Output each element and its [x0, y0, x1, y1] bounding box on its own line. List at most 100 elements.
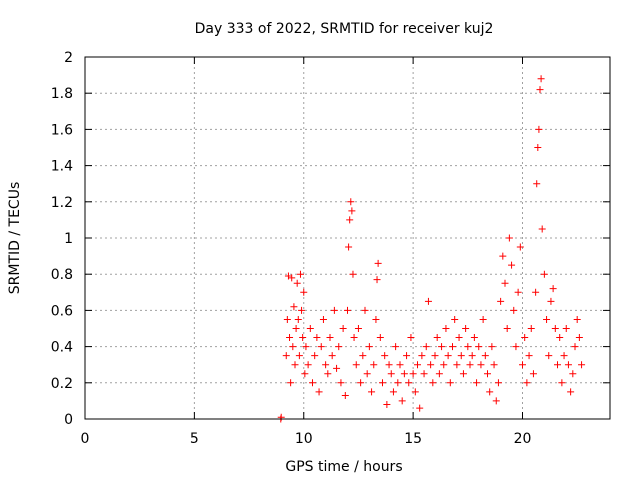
data-point	[508, 261, 516, 269]
y-tick-label: 0.2	[51, 376, 73, 392]
data-point	[571, 343, 579, 351]
data-points	[277, 75, 586, 423]
data-point	[363, 370, 371, 378]
data-point	[567, 388, 575, 396]
data-point	[317, 343, 325, 351]
data-point	[347, 198, 355, 206]
data-point	[319, 315, 327, 323]
data-point	[420, 370, 428, 378]
data-point	[558, 379, 566, 387]
data-point	[451, 315, 459, 323]
data-point	[486, 388, 494, 396]
data-point	[523, 379, 531, 387]
data-point	[466, 361, 474, 369]
x-tick-label: 15	[404, 431, 422, 447]
y-tick-label: 1	[64, 231, 73, 247]
data-point	[540, 270, 548, 278]
data-point	[431, 352, 439, 360]
data-point	[537, 75, 545, 83]
data-point	[519, 361, 526, 369]
data-point	[277, 413, 285, 421]
data-point	[543, 315, 551, 323]
data-point	[440, 361, 448, 369]
data-point	[560, 352, 568, 360]
data-point	[545, 352, 553, 360]
data-point	[376, 334, 384, 342]
data-point	[497, 297, 505, 305]
data-point	[481, 352, 489, 360]
data-point	[494, 379, 502, 387]
data-point	[289, 343, 297, 351]
data-point	[293, 279, 301, 287]
data-point	[365, 343, 373, 351]
data-point	[479, 315, 487, 323]
data-point	[442, 325, 450, 332]
data-point	[422, 343, 430, 351]
data-point	[302, 343, 310, 351]
data-point	[339, 325, 347, 332]
data-point	[311, 352, 319, 360]
data-point	[532, 288, 540, 296]
data-point	[444, 352, 452, 360]
x-tick-label: 5	[190, 431, 199, 447]
x-tick-label: 20	[514, 431, 532, 447]
data-point	[484, 370, 491, 378]
data-point	[512, 343, 520, 351]
data-point	[459, 370, 467, 378]
data-point	[556, 334, 564, 342]
data-point	[403, 352, 411, 360]
data-point	[374, 259, 382, 267]
data-point	[292, 325, 300, 332]
data-point	[411, 388, 419, 396]
data-point	[348, 207, 356, 215]
data-point	[396, 361, 404, 369]
data-point	[510, 306, 518, 314]
data-point	[301, 370, 309, 378]
y-tick-label: 0.6	[51, 303, 73, 319]
data-point	[492, 397, 500, 405]
data-point	[354, 325, 362, 332]
x-axis-label: GPS time / hours	[285, 459, 402, 475]
data-point	[349, 270, 357, 278]
data-point	[345, 243, 353, 251]
data-point	[333, 364, 341, 372]
data-point	[359, 352, 367, 360]
data-point	[299, 334, 307, 342]
data-point	[578, 361, 586, 369]
data-point	[562, 325, 570, 332]
data-point	[350, 334, 358, 342]
data-point	[379, 379, 386, 387]
data-point	[427, 361, 435, 369]
data-point	[398, 397, 406, 405]
data-point	[341, 391, 349, 399]
data-point	[455, 334, 463, 342]
data-point	[389, 388, 397, 396]
data-point	[424, 297, 432, 305]
data-point	[536, 86, 544, 94]
data-point	[291, 361, 299, 369]
x-tick-label: 0	[81, 431, 90, 447]
data-point	[438, 343, 446, 351]
data-point	[330, 306, 338, 314]
data-point	[516, 243, 524, 251]
data-point	[324, 370, 332, 378]
data-point	[304, 361, 312, 369]
data-point	[322, 361, 330, 369]
data-point	[282, 352, 290, 360]
x-tick-label: 10	[295, 431, 313, 447]
data-point	[300, 288, 308, 296]
data-point	[457, 352, 465, 360]
data-point	[514, 288, 522, 296]
data-point	[407, 334, 415, 342]
data-point	[534, 144, 542, 151]
data-point	[400, 370, 408, 378]
data-point	[309, 379, 316, 387]
data-point	[429, 379, 437, 387]
data-point	[328, 352, 336, 360]
data-point	[290, 303, 298, 311]
data-point	[368, 388, 376, 396]
axis-ticks: 00.20.40.60.811.21.41.61.820 5 10 15 20	[51, 50, 610, 447]
data-point	[499, 252, 507, 260]
data-point	[385, 361, 393, 369]
